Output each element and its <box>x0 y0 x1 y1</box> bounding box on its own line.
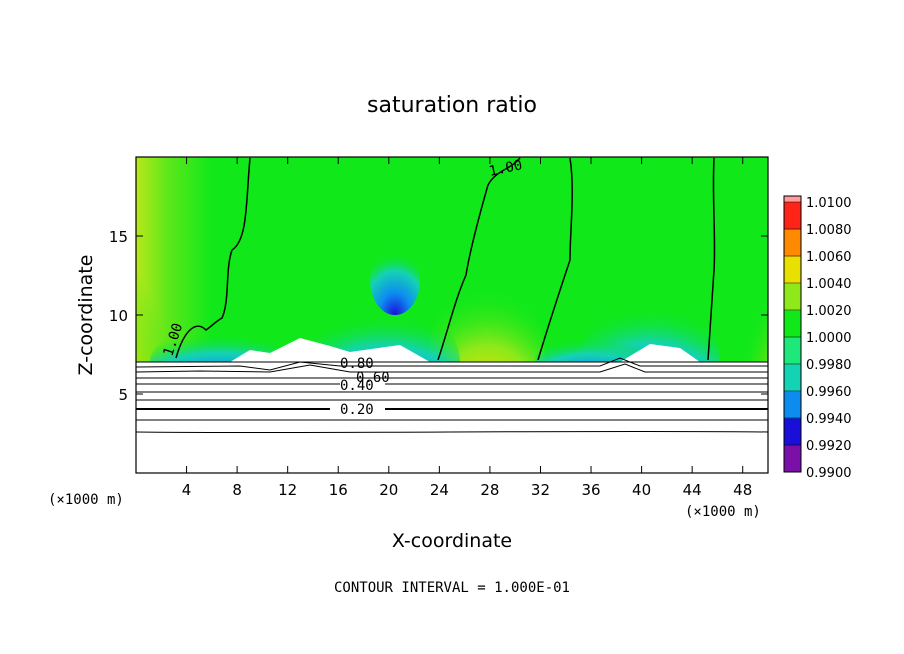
y-axis-label: Z-coordinate <box>75 255 97 376</box>
colorbar-label: 1.0040 <box>806 277 852 292</box>
x-unit-label-left: (×1000 m) <box>48 492 124 508</box>
colorbar-label: 1.0080 <box>806 223 852 238</box>
plot-area <box>136 157 768 473</box>
x-tick-label: 36 <box>581 481 600 499</box>
colorbar-swatch <box>784 196 801 202</box>
colorbar-swatch <box>784 418 801 446</box>
colorbar-swatch <box>784 283 801 311</box>
colorbar-label: 1.0100 <box>806 196 852 211</box>
contour-interval-note: CONTOUR INTERVAL = 1.000E-01 <box>334 580 570 596</box>
x-tick-label: 44 <box>683 481 702 499</box>
colorbar-label: 0.9900 <box>806 466 852 481</box>
contour-label: 1.00 <box>488 157 524 180</box>
y-tick-label: 10 <box>109 307 128 325</box>
colorbar-swatch <box>784 445 801 473</box>
colorbar-label: 0.9940 <box>806 412 852 427</box>
x-tick-label: 48 <box>733 481 752 499</box>
x-axis-label: X-coordinate <box>392 530 512 552</box>
contour-label: 0.20 <box>340 402 374 418</box>
colorbar-label: 0.9920 <box>806 439 852 454</box>
contour-label: 0.40 <box>340 378 374 394</box>
x-tick-label: 24 <box>430 481 449 499</box>
x-tick-label: 28 <box>480 481 499 499</box>
contour-label: 0.80 <box>340 356 374 372</box>
x-tick-label: 4 <box>182 481 192 499</box>
colorbar-swatch <box>784 364 801 392</box>
colorbar: 0.9900 0.9920 0.9940 0.9960 0.9980 1.0000 1.00… <box>783 195 852 481</box>
colorbar-label: 0.9960 <box>806 385 852 400</box>
x-axis: 4 8 12 16 20 24 28 32 36 40 44 48 <box>182 157 752 499</box>
x-tick-label: 20 <box>379 481 398 499</box>
colorbar-swatch <box>784 337 801 365</box>
chart-title: saturation ratio <box>367 93 537 118</box>
x-tick-label: 16 <box>329 481 348 499</box>
colorbar-swatch <box>784 202 801 230</box>
x-tick-label: 12 <box>278 481 297 499</box>
colorbar-swatch <box>784 256 801 284</box>
colorbar-label: 1.0020 <box>806 304 852 319</box>
colorbar-swatch <box>784 391 801 419</box>
y-tick-label: 5 <box>118 386 128 404</box>
contour-label: 0.60 <box>356 370 390 386</box>
x-tick-label: 32 <box>531 481 550 499</box>
colorbar-label: 1.0060 <box>806 250 852 265</box>
x-tick-label: 40 <box>632 481 651 499</box>
colorbar-label: 0.9980 <box>806 358 852 373</box>
colorbar-swatch <box>784 229 801 257</box>
x-tick-label: 8 <box>232 481 242 499</box>
x-unit-label-right: (×1000 m) <box>685 504 761 520</box>
y-axis: 5 10 15 <box>109 228 768 404</box>
y-tick-label: 15 <box>109 228 128 246</box>
colorbar-swatch <box>784 310 801 338</box>
colorbar-label: 1.0000 <box>806 331 852 346</box>
